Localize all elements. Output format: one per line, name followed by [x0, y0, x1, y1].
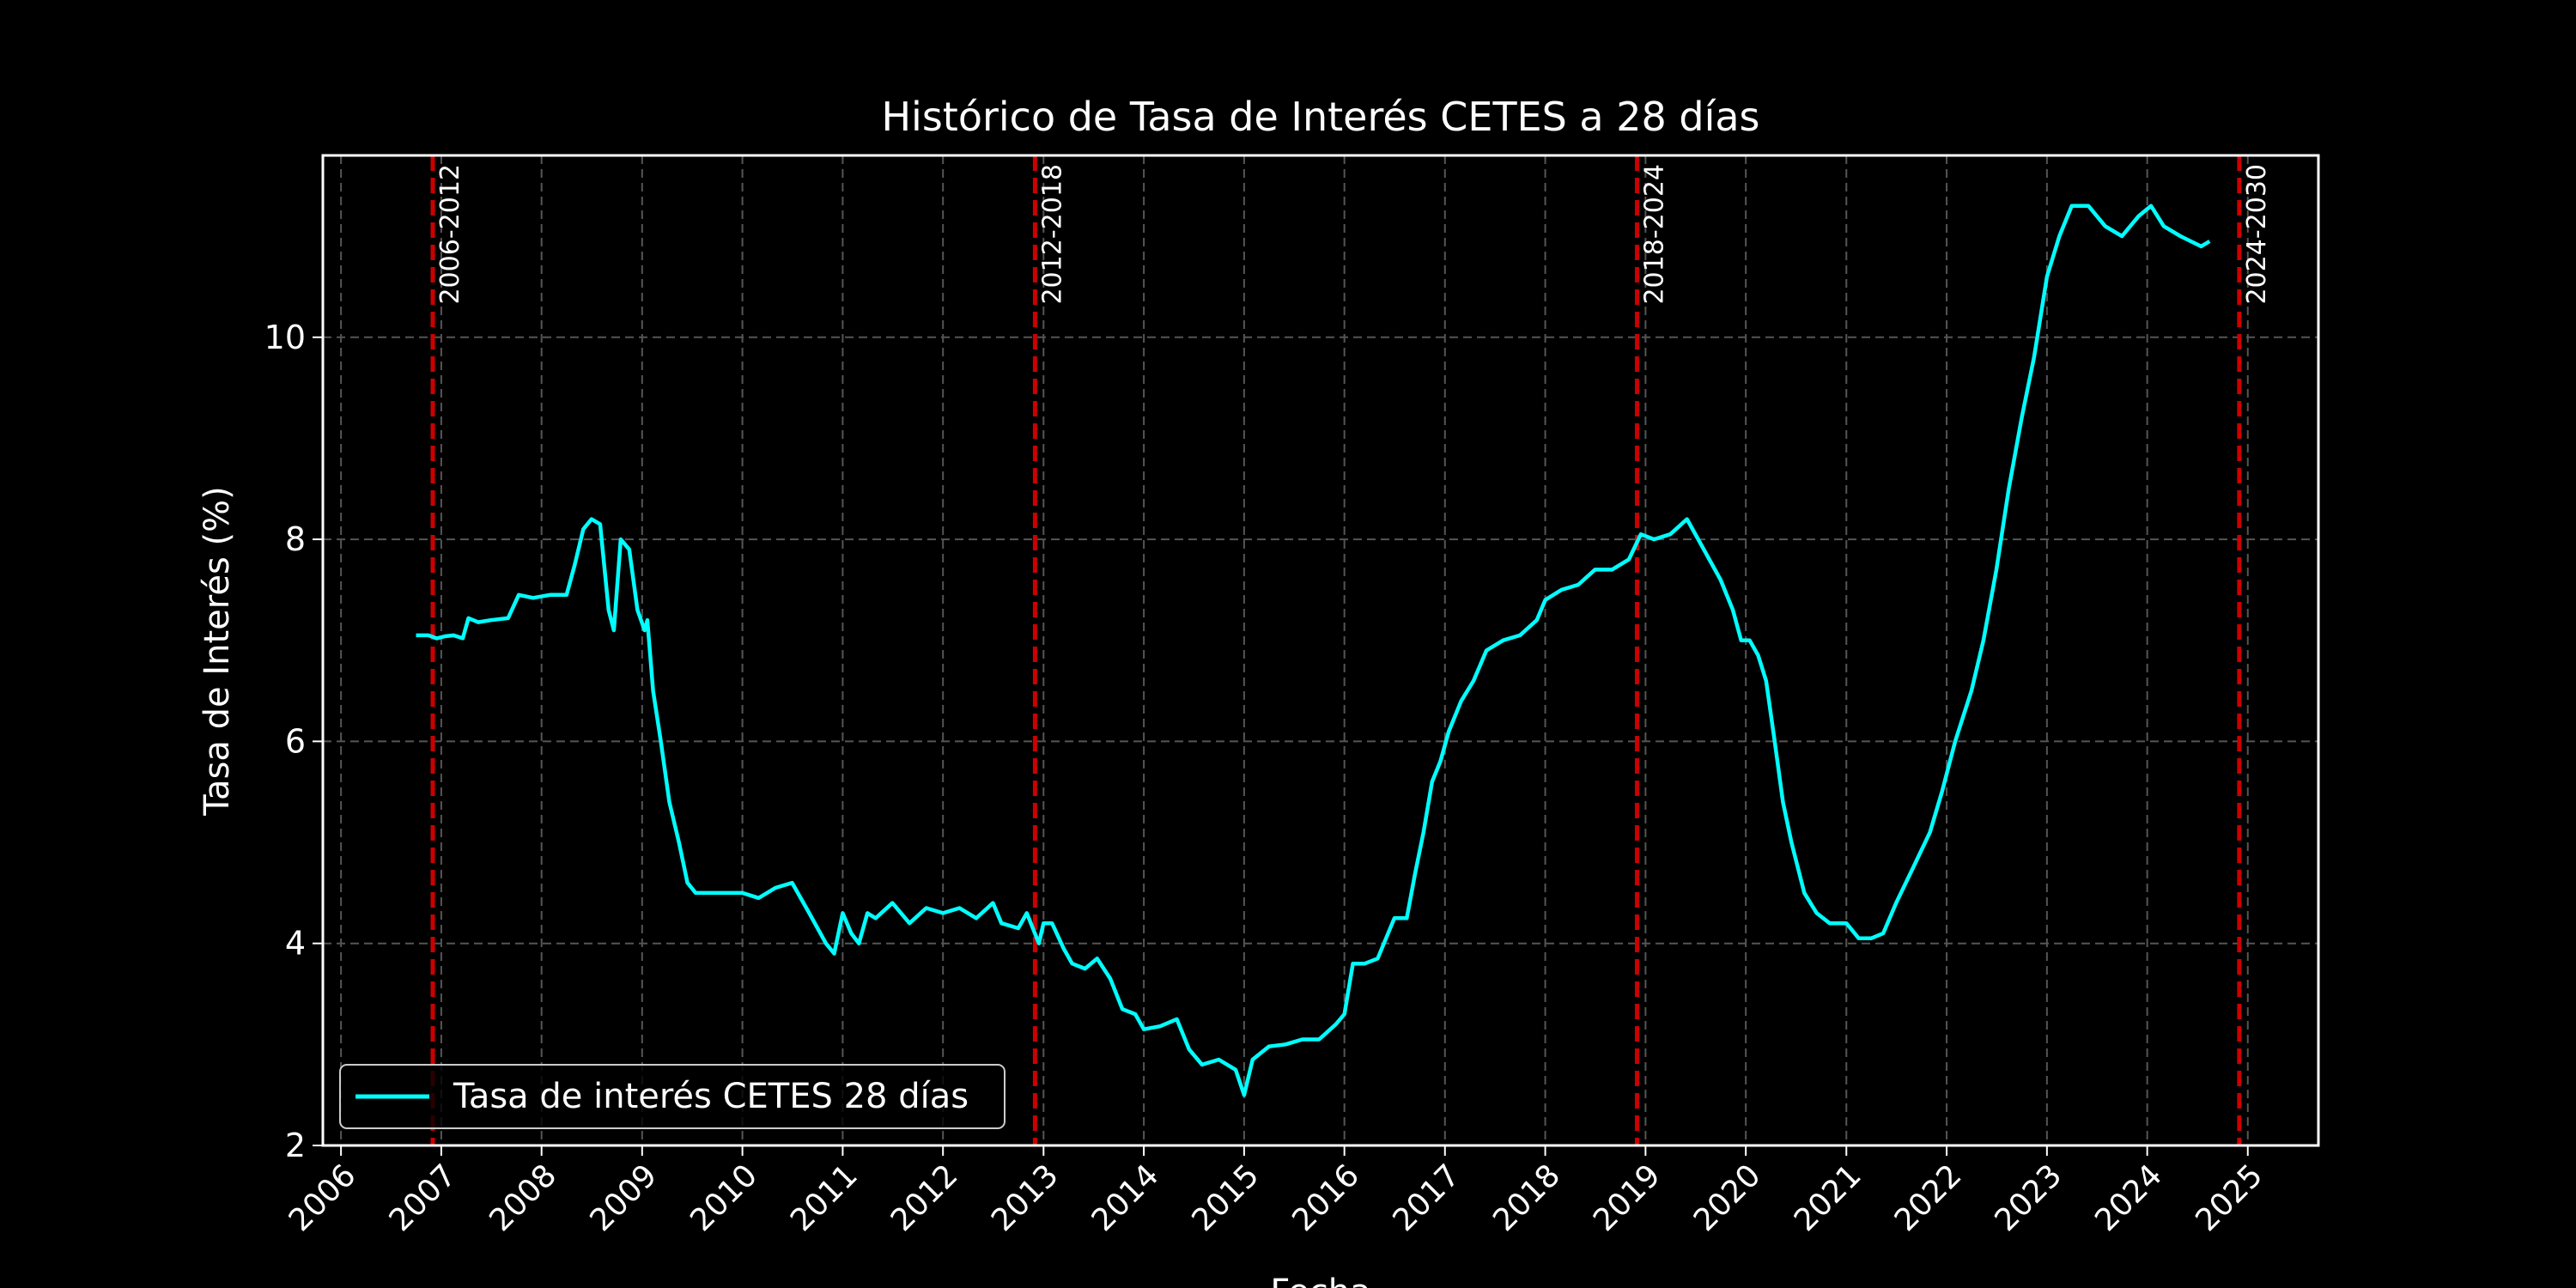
term-label: 2012-2018 [1037, 164, 1067, 305]
y-tick-label: 2 [285, 1127, 306, 1164]
y-tick-label: 4 [285, 925, 306, 963]
series-line [416, 204, 2211, 1097]
legend-label: Tasa de interés CETES 28 días [453, 1077, 969, 1116]
y-tick-label: 10 [264, 319, 306, 356]
y-axis-label: Tasa de Interés (%) [197, 486, 237, 817]
chart-title: Histórico de Tasa de Interés CETES a 28 … [881, 94, 1759, 140]
term-label: 2006-2012 [435, 164, 465, 305]
y-tick-label: 8 [285, 520, 306, 558]
y-axis-ticks: 2 4 6 8 10 [264, 319, 323, 1164]
term-label: 2024-2030 [2242, 164, 2272, 305]
legend: Tasa de interés CETES 28 días [339, 1064, 1005, 1129]
y-tick-label: 6 [285, 722, 306, 760]
grid [323, 155, 2318, 1146]
plot-frame [321, 154, 2320, 1147]
term-lines: 2006-2012 2012-2018 2018-2024 2024-2030 [430, 155, 2272, 1145]
x-axis-label: Fecha [1270, 1273, 1370, 1288]
term-label: 2018-2024 [1639, 164, 1669, 305]
legend-box [339, 1064, 1005, 1129]
